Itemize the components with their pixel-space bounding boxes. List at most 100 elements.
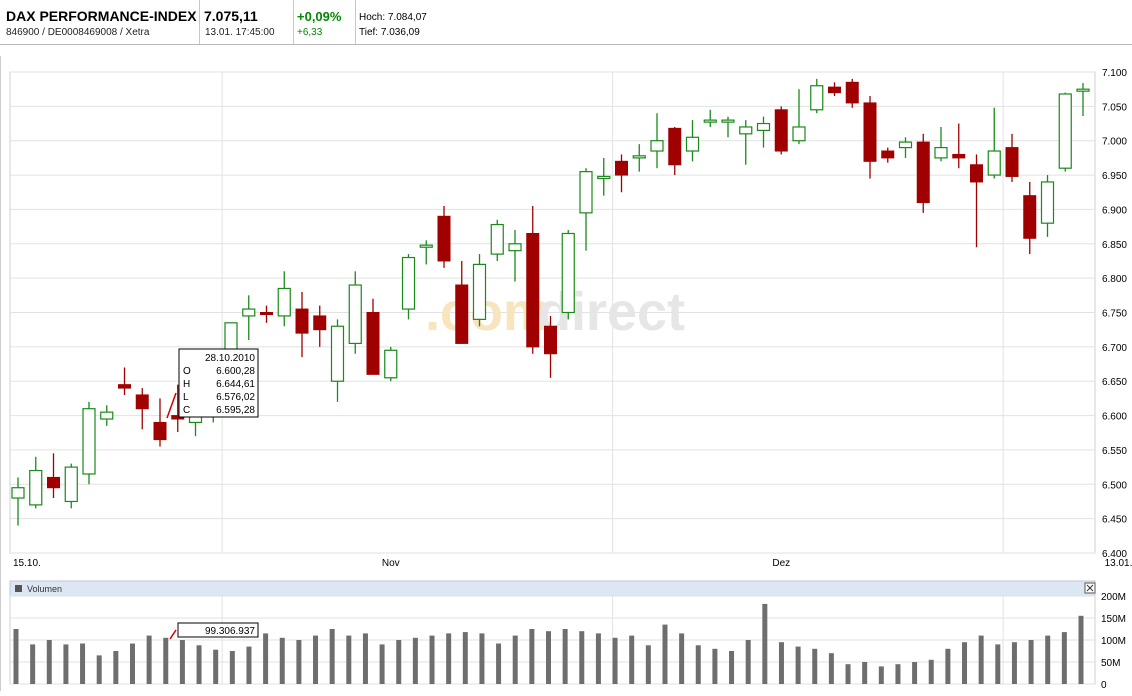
change-cell: +0,09% +6,33 bbox=[293, 0, 356, 44]
candle-body bbox=[1040, 181, 1055, 224]
date-tick-label: Dez bbox=[772, 558, 790, 569]
volume-bar bbox=[246, 646, 252, 684]
candle-up bbox=[685, 120, 700, 162]
candle-down bbox=[668, 126, 682, 176]
volume-bar bbox=[1028, 640, 1034, 684]
candle-body bbox=[1023, 195, 1037, 239]
volume-bar bbox=[379, 644, 385, 684]
candle-body bbox=[579, 171, 593, 214]
candle-body bbox=[118, 384, 131, 389]
candle-up bbox=[632, 144, 646, 172]
candle-body bbox=[561, 232, 575, 314]
volume-bar bbox=[96, 655, 102, 684]
candle-down bbox=[863, 96, 877, 179]
volume-bar bbox=[279, 637, 285, 684]
candle-body bbox=[792, 126, 806, 142]
volume-bar bbox=[163, 637, 169, 684]
high-value: Hoch: 7.084,07 bbox=[359, 12, 427, 23]
tooltip-value: 6.644,61 bbox=[216, 379, 255, 390]
volume-bar bbox=[745, 640, 751, 684]
volume-bar bbox=[762, 603, 768, 684]
candle-body bbox=[29, 469, 43, 506]
tooltip-key: O bbox=[183, 366, 191, 377]
volume-bar bbox=[63, 644, 69, 684]
tooltip-rows: O 6.600,28 H 6.644,61 L 6.576,02 C 6.595,28 bbox=[183, 366, 255, 416]
volume-bar bbox=[612, 637, 618, 684]
volume-bar bbox=[662, 624, 668, 684]
candle-up bbox=[472, 254, 487, 327]
chart-area[interactable]: .com direct 6.400 6.450 6.500 6.550 6.600 6.6… bbox=[0, 48, 1132, 691]
candle-down bbox=[455, 260, 469, 344]
volume-bar bbox=[845, 664, 851, 684]
candle-up bbox=[650, 113, 664, 169]
candle-up bbox=[490, 219, 504, 261]
candle-body bbox=[898, 141, 913, 149]
candle-body bbox=[810, 85, 824, 111]
candle-up bbox=[277, 271, 291, 327]
volume-bar bbox=[213, 649, 219, 684]
candle-up bbox=[987, 107, 1001, 179]
candle-up bbox=[1076, 82, 1090, 116]
price-grid bbox=[10, 71, 1095, 554]
volume-bar bbox=[512, 635, 518, 684]
volume-bar bbox=[396, 640, 402, 684]
volume-panel-header bbox=[9, 580, 1096, 597]
candle-down bbox=[952, 123, 966, 169]
price-timestamp: 13.01. 17:45:00 bbox=[205, 27, 275, 38]
price-tick-label: 6.700 bbox=[1102, 343, 1127, 354]
volume-tooltip-value: 99.306.937 bbox=[205, 626, 255, 637]
candle-body bbox=[277, 287, 291, 317]
tooltip-value: 6.595,28 bbox=[216, 405, 255, 416]
candle-body bbox=[419, 244, 433, 248]
candle-body bbox=[987, 150, 1001, 176]
volume-bar bbox=[80, 643, 86, 684]
candle-body bbox=[934, 146, 948, 159]
candlestick-chart[interactable]: .com direct 6.4006.4506.5006.5506.6006.6… bbox=[0, 48, 1132, 691]
candle-down bbox=[544, 315, 557, 378]
candle-body bbox=[544, 325, 557, 355]
volume-bar bbox=[313, 635, 319, 684]
volume-tick-label: 0 bbox=[1101, 680, 1107, 691]
volume-bar bbox=[695, 645, 701, 684]
volume-bar bbox=[945, 648, 951, 684]
candle-up bbox=[100, 405, 114, 426]
candle-down bbox=[313, 305, 327, 347]
candle-body bbox=[508, 243, 522, 252]
candle-up bbox=[242, 295, 256, 340]
volume-tick-label: 100M bbox=[1101, 636, 1126, 647]
candle-down bbox=[774, 106, 788, 155]
close-icon[interactable] bbox=[1084, 582, 1096, 594]
price-tick-label: 6.900 bbox=[1102, 205, 1127, 216]
volume-panel-title: Volumen bbox=[27, 584, 62, 594]
candle-body bbox=[597, 175, 611, 180]
volume-bar bbox=[912, 662, 918, 684]
candle-up bbox=[579, 168, 593, 251]
candle-body bbox=[348, 284, 362, 345]
volume-bar bbox=[1061, 632, 1067, 684]
candle-up bbox=[721, 116, 735, 138]
volume-bar bbox=[1045, 635, 1051, 684]
candle-down bbox=[1023, 181, 1037, 255]
change-percent: +0,09% bbox=[297, 9, 342, 24]
candle-body bbox=[82, 408, 96, 475]
candle-body bbox=[47, 476, 60, 489]
tooltip-value: 6.576,02 bbox=[216, 392, 255, 403]
candle-body bbox=[721, 119, 735, 123]
volume-bar bbox=[146, 635, 152, 684]
candle-body bbox=[739, 126, 753, 135]
volume-bar bbox=[129, 643, 135, 684]
volume-bar bbox=[346, 635, 352, 684]
volume-tick-label: 50M bbox=[1101, 658, 1120, 669]
volume-tooltip-box bbox=[177, 622, 259, 638]
candle-up bbox=[82, 401, 96, 485]
volume-bar bbox=[1078, 615, 1084, 684]
candle-body bbox=[490, 223, 504, 255]
volume-bar bbox=[229, 651, 235, 684]
volume-bar bbox=[928, 659, 934, 684]
candle-down bbox=[1005, 133, 1019, 182]
candle-body bbox=[153, 421, 167, 441]
volume-bar bbox=[362, 633, 368, 684]
candle-body bbox=[828, 86, 841, 94]
volume-bar bbox=[30, 644, 36, 684]
candle-up bbox=[597, 157, 611, 196]
